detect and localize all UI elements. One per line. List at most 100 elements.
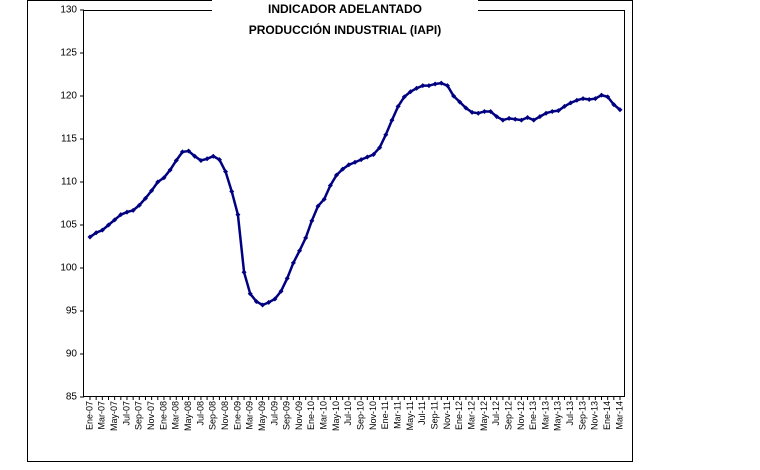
marker xyxy=(463,105,469,111)
x-tick-label: Jul-10 xyxy=(343,401,353,426)
marker xyxy=(481,108,487,114)
marker xyxy=(266,299,272,305)
marker xyxy=(512,116,518,122)
marker xyxy=(179,149,185,155)
marker xyxy=(426,83,432,89)
marker xyxy=(611,102,617,108)
y-tick-label: 90 xyxy=(66,349,78,360)
x-tick-label: Nov-07 xyxy=(146,401,156,430)
marker xyxy=(155,179,161,185)
marker xyxy=(142,195,148,201)
marker xyxy=(617,107,623,113)
marker xyxy=(93,230,99,236)
x-tick-label: Sep-09 xyxy=(282,401,292,430)
marker xyxy=(506,115,512,121)
x-tick-label: Nov-12 xyxy=(516,401,526,430)
marker xyxy=(167,167,173,173)
x-tick-label: Nov-11 xyxy=(442,401,452,429)
marker xyxy=(352,159,358,165)
marker xyxy=(469,109,475,115)
x-tick-label: Nov-08 xyxy=(220,401,230,430)
x-tick-label: Sep-13 xyxy=(577,401,587,430)
x-tick-label: May-12 xyxy=(479,401,489,431)
marker xyxy=(124,209,130,215)
x-tick-label: Jul-07 xyxy=(121,401,131,426)
marker xyxy=(136,202,142,208)
marker xyxy=(488,108,494,114)
marker xyxy=(327,182,333,188)
x-tick-label: Sep-10 xyxy=(356,401,366,430)
x-tick-label: Jul-08 xyxy=(195,401,205,426)
x-tick-label: Sep-12 xyxy=(503,401,513,430)
marker xyxy=(235,212,241,218)
marker xyxy=(210,153,216,159)
marker xyxy=(346,162,352,168)
y-tick-label: 100 xyxy=(60,263,77,274)
x-tick-label: Jul-13 xyxy=(565,401,575,426)
x-tick-label: Sep-11 xyxy=(429,401,439,429)
marker xyxy=(278,288,284,294)
marker xyxy=(543,110,549,116)
x-tick-label: Mar-13 xyxy=(540,401,550,430)
marker xyxy=(500,117,506,123)
marker xyxy=(555,108,561,114)
marker xyxy=(284,275,290,281)
marker xyxy=(407,89,413,95)
marker xyxy=(549,108,555,114)
marker xyxy=(112,217,118,223)
marker xyxy=(229,188,235,194)
marker xyxy=(537,114,543,120)
marker xyxy=(605,94,611,100)
marker xyxy=(383,132,389,138)
x-tick-label: Ene-08 xyxy=(158,401,168,430)
marker xyxy=(290,260,296,266)
marker xyxy=(260,302,266,308)
marker xyxy=(599,92,605,98)
chart-frame xyxy=(27,0,633,462)
marker xyxy=(414,85,420,91)
x-tick-label: May-07 xyxy=(109,401,119,431)
marker xyxy=(531,117,537,123)
y-tick-label: 125 xyxy=(60,48,77,59)
marker xyxy=(161,175,167,181)
x-tick-label: May-11 xyxy=(405,401,415,430)
marker xyxy=(518,117,524,123)
marker xyxy=(580,96,586,102)
marker xyxy=(370,151,376,157)
marker xyxy=(105,222,111,228)
x-tick-label: Jul-09 xyxy=(269,401,279,426)
x-tick-label: Ene-10 xyxy=(306,401,316,430)
x-tick-label: Mar-07 xyxy=(97,401,107,430)
marker xyxy=(389,117,395,123)
x-tick-label: Nov-13 xyxy=(590,401,600,430)
marker xyxy=(303,235,309,241)
marker xyxy=(216,157,222,163)
marker xyxy=(586,96,592,102)
marker xyxy=(118,212,124,218)
x-tick-label: Ene-13 xyxy=(528,401,538,430)
marker xyxy=(432,81,438,87)
marker xyxy=(457,99,463,105)
x-tick-label: Jul-11 xyxy=(417,401,427,425)
marker xyxy=(420,83,426,89)
marker xyxy=(340,166,346,172)
plot-area xyxy=(83,10,625,397)
x-tick-label: Mar-09 xyxy=(245,401,255,430)
marker xyxy=(173,158,179,163)
marker xyxy=(241,269,247,275)
marker xyxy=(198,158,204,163)
marker xyxy=(309,218,315,224)
marker xyxy=(186,148,192,154)
marker xyxy=(364,154,370,160)
x-tick-label: Mar-11 xyxy=(393,401,403,429)
marker xyxy=(377,145,383,151)
x-tick-label: Mar-10 xyxy=(319,401,329,430)
marker xyxy=(592,96,598,102)
y-tick-label: 85 xyxy=(66,392,78,403)
marker xyxy=(574,97,580,103)
x-tick-label: Ene-12 xyxy=(454,401,464,430)
marker xyxy=(99,227,105,233)
chart-title: PRODUCCIÓN INDUSTRIAL (IAPI) xyxy=(249,22,441,37)
title-background xyxy=(212,0,478,44)
